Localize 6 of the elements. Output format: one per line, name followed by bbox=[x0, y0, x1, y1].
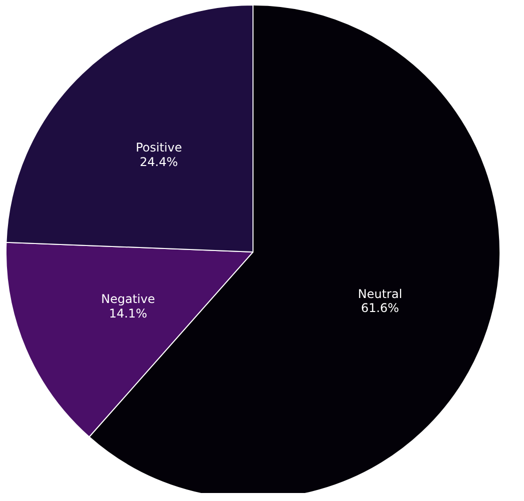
data-label: 14.1% bbox=[108, 306, 148, 320]
data-label: 24.4% bbox=[140, 155, 178, 170]
slice-label: Neutral bbox=[358, 286, 402, 301]
slice-label: Negative bbox=[101, 292, 155, 306]
data-label: 61.6% bbox=[360, 301, 400, 316]
slice-label: Positive bbox=[136, 140, 182, 155]
